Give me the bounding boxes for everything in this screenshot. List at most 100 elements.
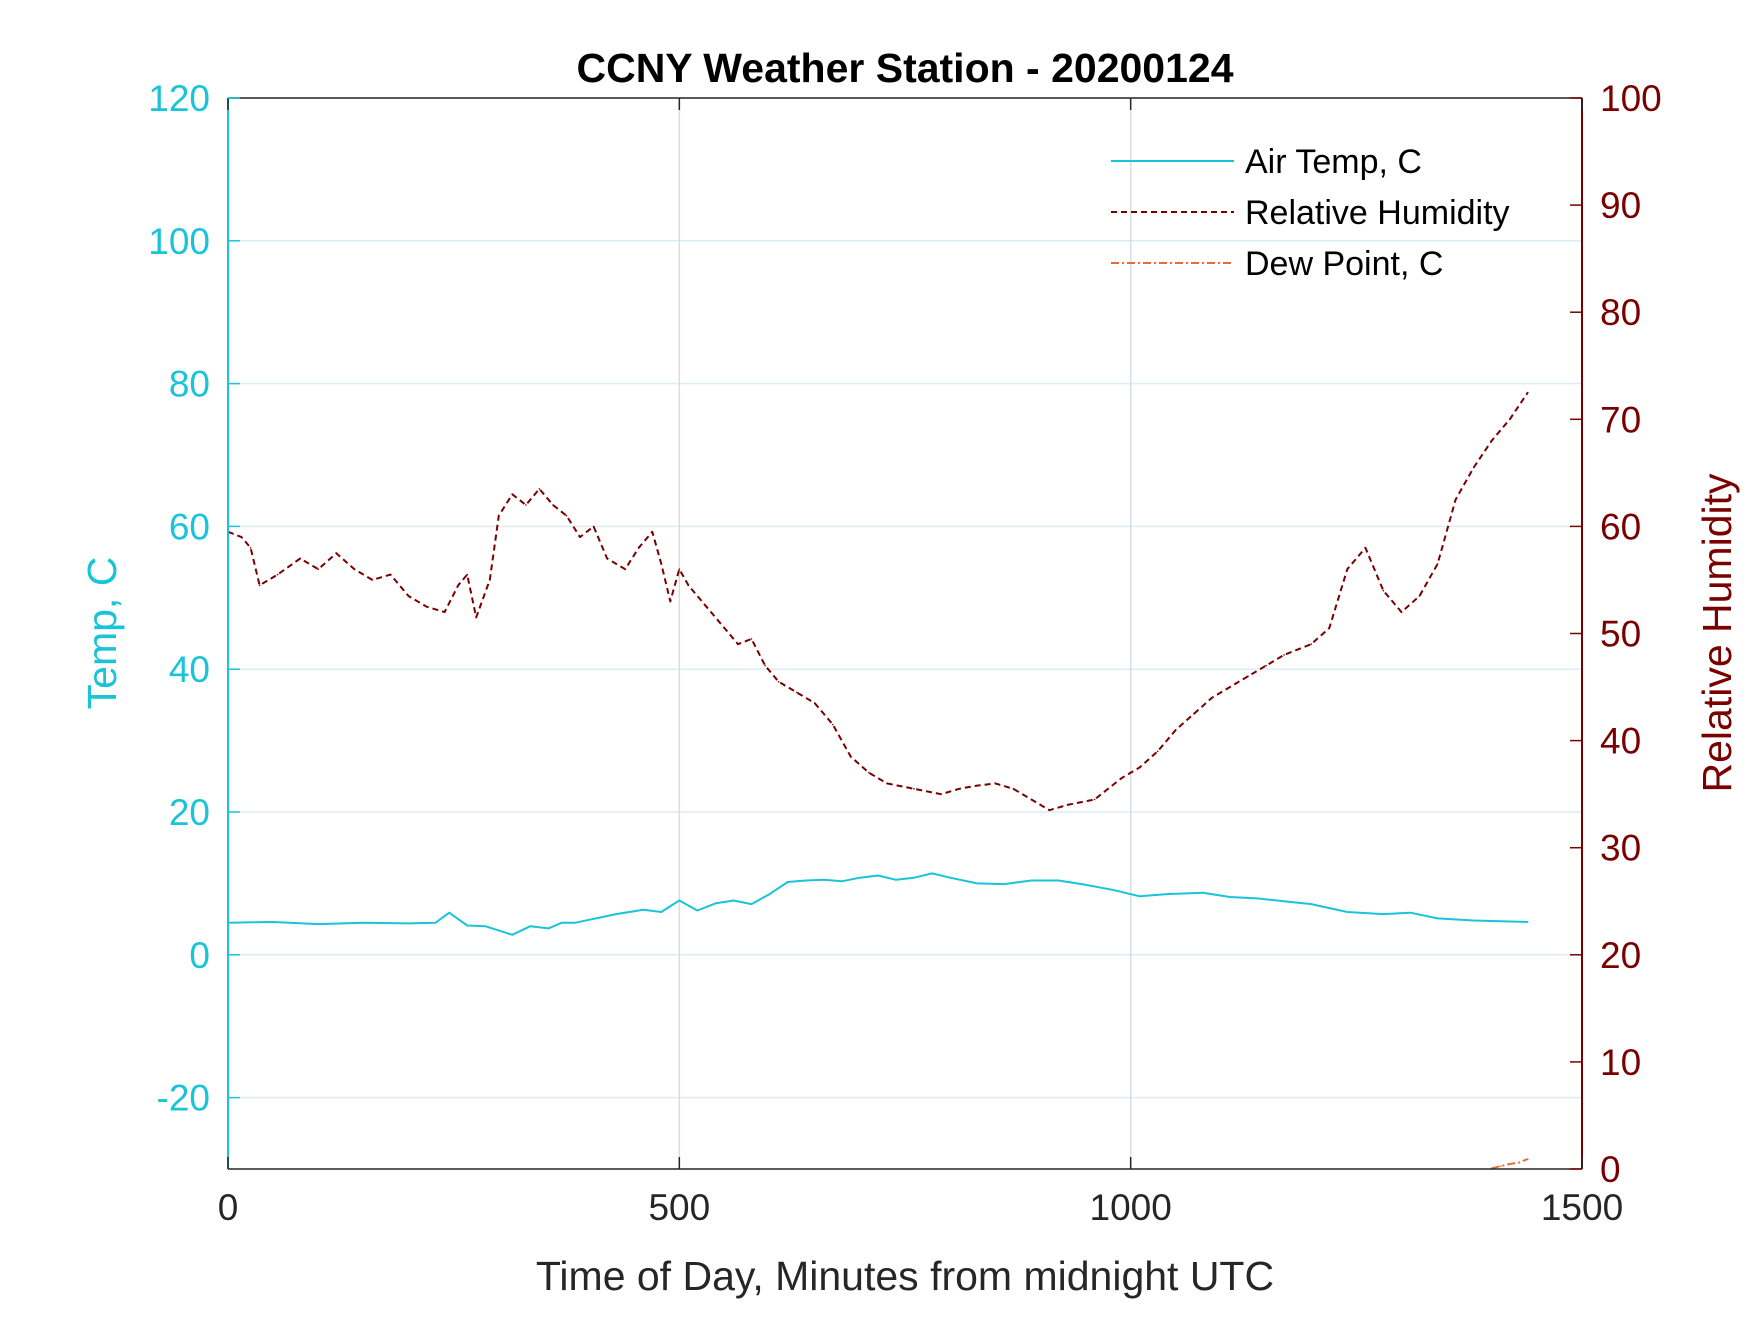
series-humidity-point <box>466 573 469 576</box>
series-humidity-point <box>371 579 374 581</box>
series-air-temp-point <box>660 911 663 913</box>
y-left-tick-label: 100 <box>148 221 210 262</box>
series-air-temp-point <box>1409 911 1412 914</box>
series-air-temp-point <box>615 913 617 915</box>
x-tick-label: 0 <box>218 1187 239 1228</box>
series-humidity-point <box>1328 627 1331 629</box>
series-humidity-point <box>813 702 816 704</box>
series-air-temp-point <box>362 921 365 924</box>
series-humidity-point <box>258 584 261 587</box>
series-humidity-point <box>1310 643 1312 645</box>
series-humidity-point <box>940 793 942 795</box>
series-air-temp-point <box>642 909 644 911</box>
series-air-temp-point <box>448 911 451 914</box>
series-air-temp-point <box>804 879 807 882</box>
chart-title: CCNY Weather Station - 20200124 <box>576 45 1233 91</box>
y-right-tick-label: 50 <box>1600 614 1641 655</box>
series-air-temp-point <box>317 923 320 925</box>
series-air-temp-point <box>484 925 487 927</box>
series-air-temp-point <box>732 899 735 902</box>
series-air-temp-point <box>931 872 933 875</box>
series-humidity-point <box>389 573 392 576</box>
series-air-temp-point <box>1310 903 1312 905</box>
series-air-temp-point <box>407 922 410 925</box>
y-right-tick-label: 0 <box>1600 1149 1621 1190</box>
y-right-tick-label: 10 <box>1600 1042 1641 1083</box>
series-humidity-point <box>1509 418 1511 421</box>
series-humidity-point <box>1400 611 1403 613</box>
series-humidity-point <box>1283 654 1285 656</box>
series-dew-point-point <box>1527 1158 1529 1160</box>
y-axis-right-label: Relative Humidity <box>1694 473 1740 792</box>
series-humidity-point <box>1048 809 1051 811</box>
series-layer <box>227 391 1529 1170</box>
series-humidity-point <box>1382 589 1385 592</box>
series-air-temp-point <box>859 876 861 879</box>
series-air-temp-point <box>750 903 753 905</box>
series-humidity-point <box>299 557 302 560</box>
series-air-temp-point <box>1111 889 1114 891</box>
legend-label-dew-point: Dew Point, C <box>1245 245 1443 283</box>
x-tick-label: 1500 <box>1541 1187 1623 1228</box>
series-humidity-point <box>958 788 960 790</box>
series-humidity-point <box>687 584 690 587</box>
series-humidity-point <box>777 680 780 683</box>
series-air-temp-point <box>976 882 978 885</box>
series-humidity-point <box>1030 798 1033 801</box>
y-left-tick-label: 80 <box>169 364 210 405</box>
y-right-tick-label: 60 <box>1600 506 1641 547</box>
series-humidity-point <box>669 600 672 603</box>
series-air-temp-point <box>434 921 437 924</box>
series-humidity-point <box>1211 697 1213 699</box>
y-right-tick-label: 40 <box>1600 721 1641 762</box>
y-right-tick-label: 90 <box>1600 185 1641 226</box>
series-humidity-point <box>475 616 478 619</box>
y-right-tick-label: 100 <box>1600 78 1662 119</box>
series-air-temp-point <box>1003 883 1006 885</box>
series-air-temp-point <box>714 902 717 905</box>
series-humidity-point <box>579 536 581 538</box>
y-axis-left-label: Temp, C <box>79 557 125 710</box>
series-humidity-point <box>750 638 753 640</box>
series-air-temp-point <box>1166 893 1168 895</box>
series-humidity-point <box>1247 675 1249 678</box>
series-humidity-point <box>1472 466 1475 469</box>
series-air-temp-point <box>841 880 843 883</box>
series-humidity-point <box>249 547 252 549</box>
x-axis-label: Time of Day, Minutes from midnight UTC <box>536 1253 1274 1299</box>
series-humidity-point <box>737 643 739 645</box>
series-air-temp-point <box>1202 891 1204 894</box>
y-left-tick-label: 60 <box>169 506 210 547</box>
series-humidity-point <box>443 611 446 613</box>
series-humidity-point <box>1454 498 1457 501</box>
series-humidity-point <box>678 568 681 570</box>
y-right-tick-label: 80 <box>1600 292 1641 333</box>
series-air-temp-point <box>1283 900 1285 903</box>
series-dew-point-point <box>1509 1163 1511 1165</box>
series-humidity-point <box>592 525 595 528</box>
y-left-tick-label: 20 <box>169 792 210 833</box>
series-air-temp-point <box>1472 919 1475 922</box>
series-air-temp-point <box>768 893 771 895</box>
series-humidity-point <box>606 557 608 560</box>
series-air-temp-point <box>1138 895 1141 898</box>
series-humidity-point <box>832 723 834 726</box>
series-humidity-point <box>1490 439 1493 442</box>
series-humidity-point <box>1066 804 1069 806</box>
series-air-temp <box>227 872 1528 936</box>
series-humidity-point <box>850 755 852 758</box>
series-humidity-point <box>994 782 997 785</box>
series-air-temp-point <box>1382 913 1385 915</box>
y-right-tick-label: 20 <box>1600 935 1641 976</box>
series-humidity-point <box>498 514 500 517</box>
series-humidity-point <box>1193 713 1195 715</box>
y-left-tick-label: 40 <box>169 649 210 690</box>
series-humidity-point <box>525 504 527 506</box>
series-humidity-point <box>764 664 766 667</box>
y-left-tick-label: 0 <box>189 935 210 976</box>
series-air-temp-point <box>547 927 550 930</box>
series-humidity-point <box>651 531 654 533</box>
y-left-tick-label: -20 <box>157 1078 210 1119</box>
